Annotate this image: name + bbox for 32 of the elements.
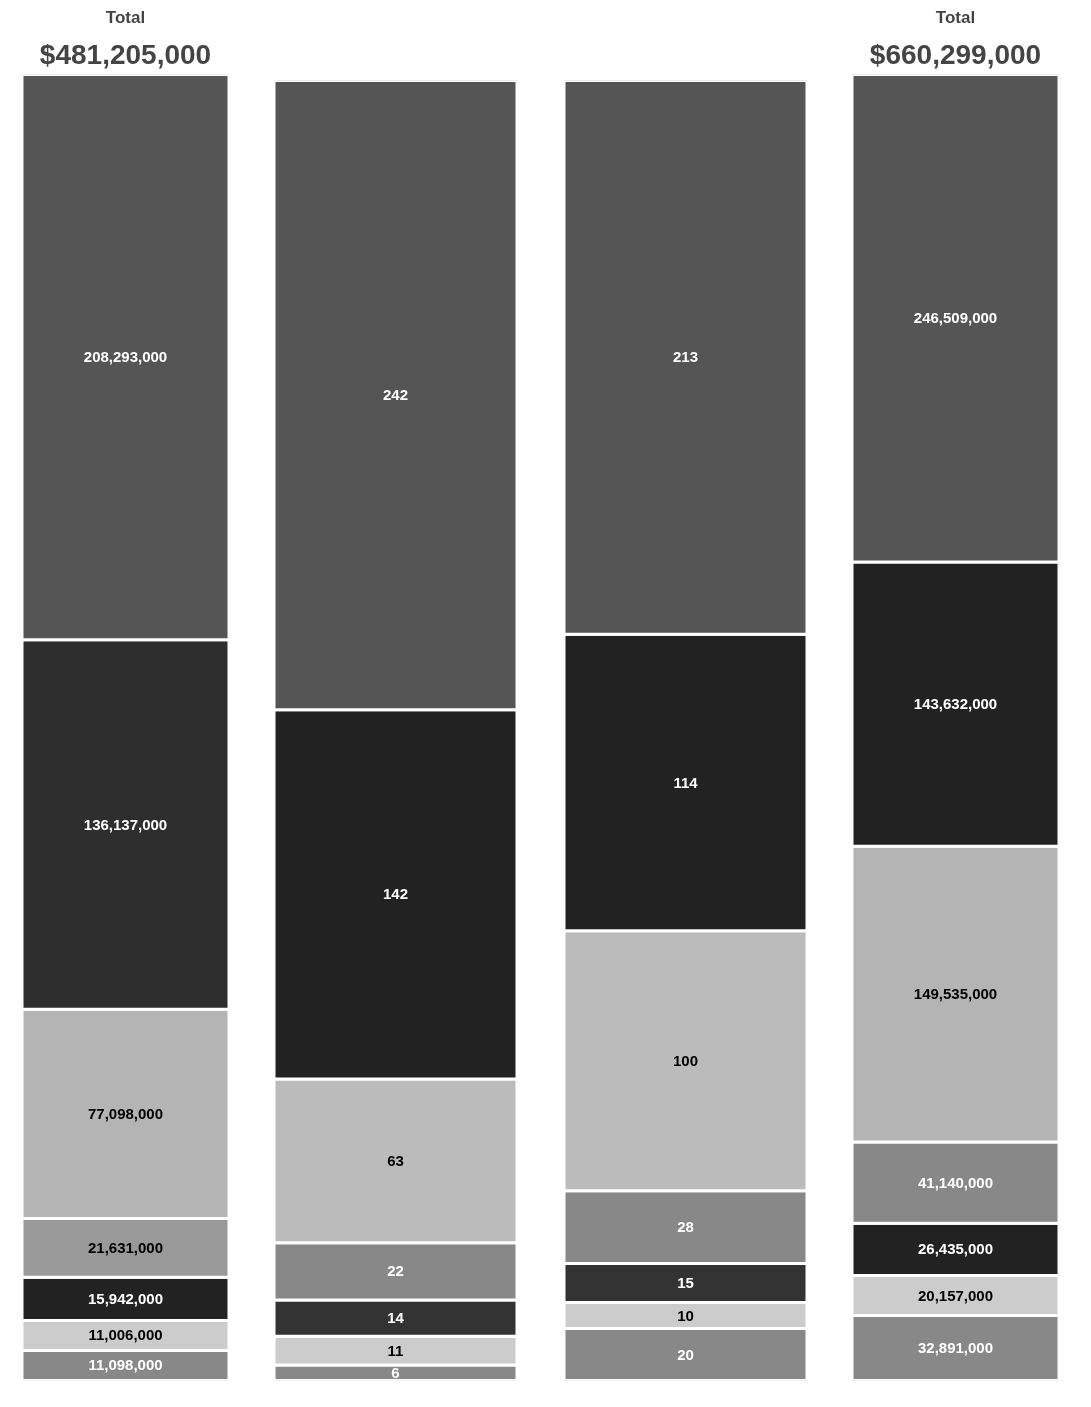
data-label: 246,509,000: [913, 309, 998, 327]
data-label: 28: [677, 1218, 694, 1236]
data-label: 10: [677, 1306, 694, 1324]
chart-title: Total: [105, 7, 146, 27]
data-label: 114: [673, 773, 699, 791]
data-label: 6: [391, 1363, 400, 1381]
data-label: 22: [387, 1262, 404, 1280]
data-label: 15: [677, 1274, 694, 1291]
data-label: 142: [382, 885, 409, 903]
data-label: 242: [382, 386, 409, 404]
chart-subtitle: $481,205,000: [39, 38, 212, 70]
data-label: 32,891,000: [917, 1338, 994, 1356]
data-label: 143,632,000: [913, 695, 998, 713]
data-label: 20: [677, 1345, 694, 1363]
data-label: 21,631,000: [87, 1238, 164, 1256]
data-label: 14: [387, 1309, 405, 1327]
data-label: 136,137,000: [83, 815, 168, 833]
data-label: 63: [387, 1151, 404, 1169]
data-label: 213: [672, 348, 699, 366]
data-label: 11: [387, 1341, 404, 1359]
data-label: 208,293,000: [83, 348, 168, 366]
data-label: 20,157,000: [917, 1286, 994, 1304]
data-label: 11,006,000: [88, 1326, 163, 1344]
data-label: 149,535,000: [913, 985, 998, 1003]
data-label: 26,435,000: [917, 1240, 994, 1258]
chart-subtitle: $660,299,000: [869, 38, 1042, 70]
data-label: 15,942,000: [87, 1289, 164, 1307]
data-label: 100: [672, 1051, 699, 1069]
chart-title: Total: [935, 7, 976, 27]
data-label: 41,140,000: [917, 1173, 994, 1191]
data-label: 11,098,000: [88, 1356, 163, 1374]
data-label: 77,098,000: [87, 1104, 164, 1122]
